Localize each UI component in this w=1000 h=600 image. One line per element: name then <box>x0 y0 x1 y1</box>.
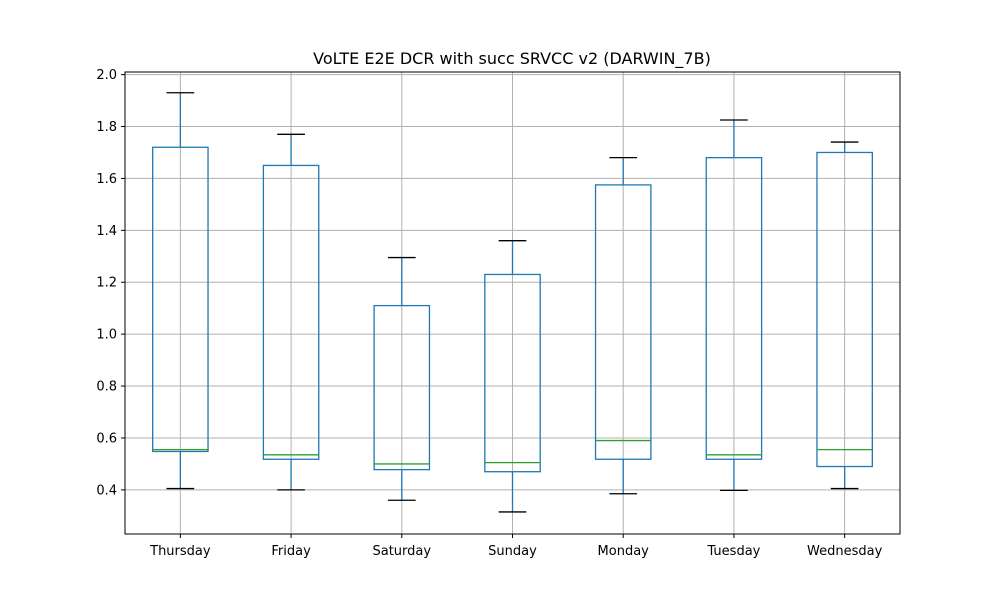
y-tick-label: 0.8 <box>96 380 117 395</box>
iqr-box <box>262 164 320 460</box>
x-tick-label: Wednesday <box>807 544 883 559</box>
iqr-box <box>373 304 431 471</box>
x-tick-label: Friday <box>271 544 311 559</box>
iqr-box <box>152 146 209 453</box>
x-tick-label: Monday <box>598 544 650 559</box>
x-tick-label: Sunday <box>488 544 537 559</box>
y-tick-label: 0.6 <box>96 431 117 446</box>
x-tick-label: Tuesday <box>706 544 760 559</box>
box-sunday <box>484 240 541 513</box>
box-monday <box>594 157 652 495</box>
grid-layer <box>125 72 900 534</box>
box-thursday <box>152 92 209 490</box>
box-friday <box>262 133 320 491</box>
box-wednesday <box>816 141 873 490</box>
y-tick-label: 0.4 <box>96 483 117 498</box>
iqr-box <box>484 273 541 473</box>
box-layer <box>152 92 873 513</box>
iqr-box <box>816 151 873 468</box>
y-tick-label: 2.0 <box>96 68 117 83</box>
chart-title: VoLTE E2E DCR with succ SRVCC v2 (DARWIN… <box>313 49 711 69</box>
axis-layer: 0.4 0.6 0.8 1.0 1.2 1.4 1.6 1.8 2.0 Thursday Frida… <box>96 68 882 559</box>
y-tick-label: 1.0 <box>96 328 117 343</box>
box-saturday <box>373 256 431 501</box>
iqr-box <box>594 184 652 460</box>
y-tick-label: 1.2 <box>96 276 117 291</box>
y-tick-label: 1.4 <box>96 224 117 239</box>
x-tick-label: Saturday <box>372 544 431 559</box>
y-tick-label: 1.6 <box>96 172 117 187</box>
iqr-box <box>705 157 763 460</box>
y-tick-label: 1.8 <box>96 120 117 135</box>
x-tick-label: Thursday <box>149 544 211 559</box>
box-tuesday <box>705 119 763 492</box>
